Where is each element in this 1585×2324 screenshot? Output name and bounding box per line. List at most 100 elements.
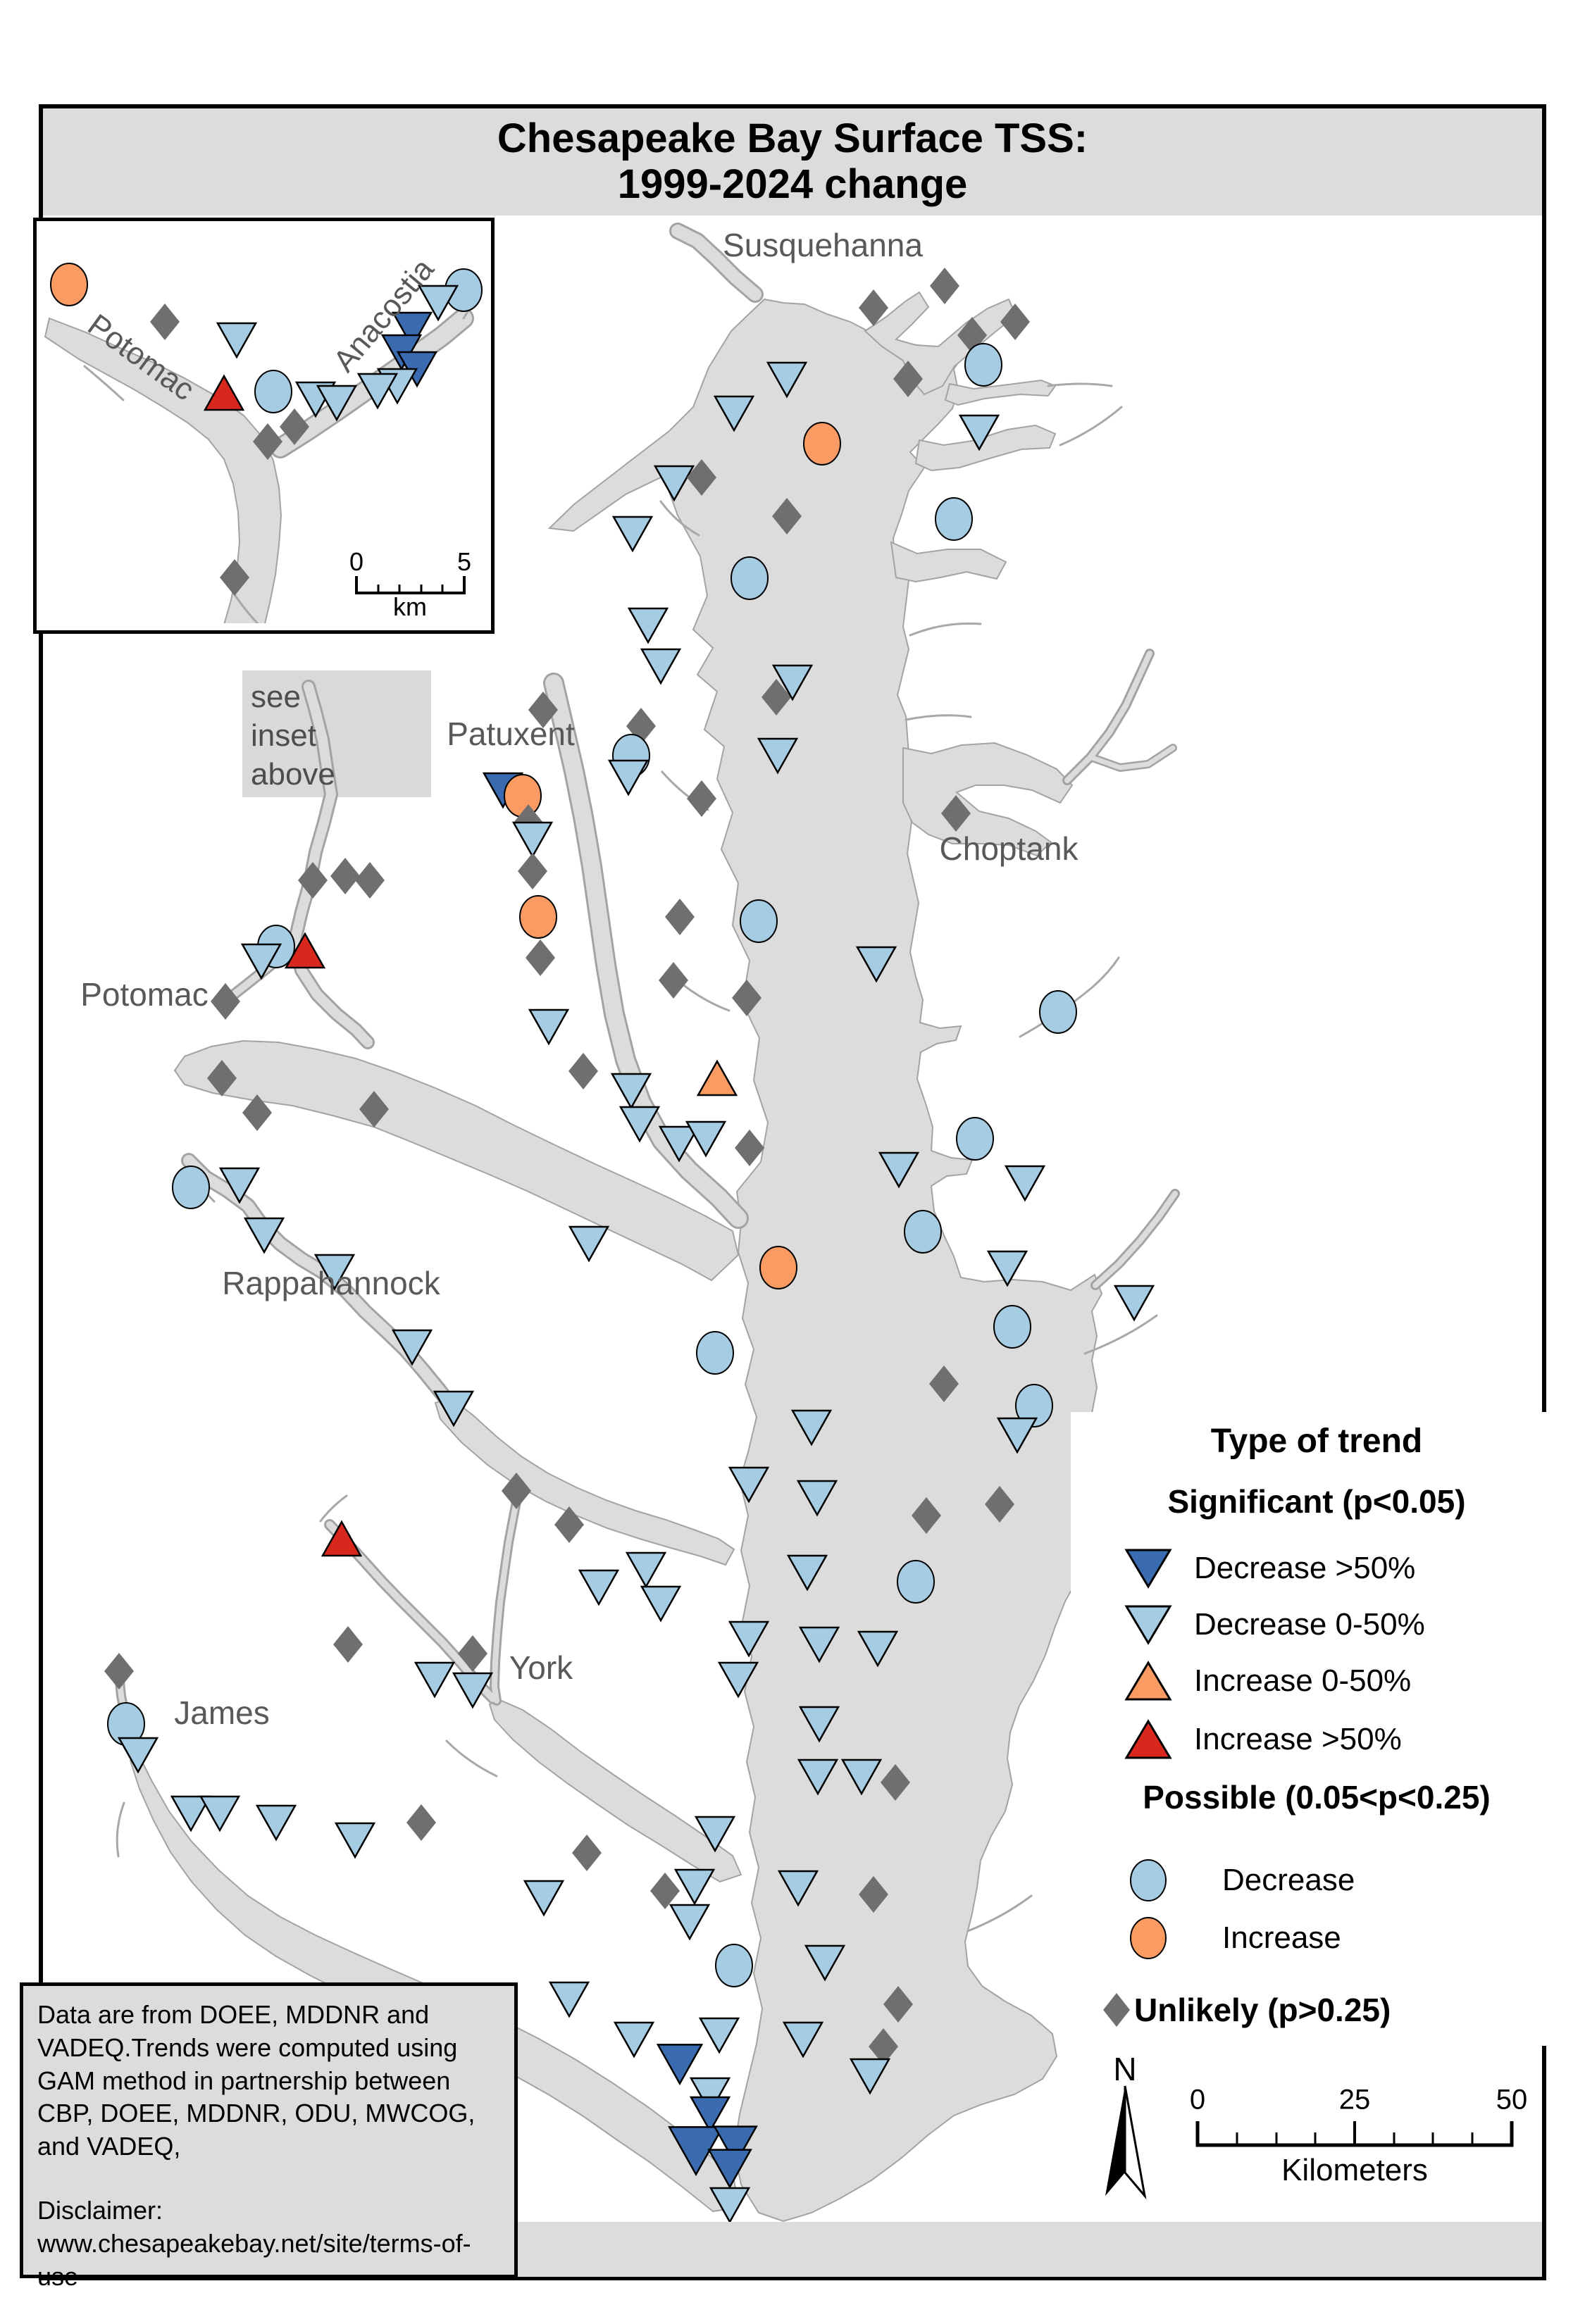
- marker-u: [762, 679, 791, 716]
- map-label-patuxent: Patuxent: [447, 716, 575, 752]
- marker-pd: [935, 497, 973, 541]
- marker-u: [941, 795, 971, 832]
- marker-d0: [669, 1904, 711, 1941]
- marker-u: [869, 2028, 898, 2065]
- inset-potomac: [44, 317, 282, 623]
- marker-d0: [786, 1554, 828, 1592]
- marker-d0: [757, 737, 799, 775]
- marker-pd: [1039, 990, 1077, 1034]
- marker-u: [929, 1366, 959, 1402]
- marker-u: [458, 1635, 487, 1672]
- marker-d0: [996, 1417, 1038, 1454]
- marker-u: [253, 423, 282, 460]
- marker-d0: [243, 1217, 285, 1254]
- scalebar: [1195, 2121, 1514, 2147]
- map-label-york: York: [509, 1649, 573, 1686]
- marker-u: [572, 1835, 602, 1871]
- bay-mainstem: [547, 298, 1103, 2223]
- scalebar-zero: 0: [1189, 2084, 1206, 2116]
- marker-d0: [840, 1758, 883, 1796]
- marker-d0: [796, 1480, 838, 1517]
- marker-d0: [216, 322, 258, 359]
- marker-d0: [698, 2017, 740, 2054]
- legend-triangle-down-icon: [1124, 1605, 1172, 1645]
- marker-d0: [313, 1254, 356, 1291]
- marker-d0: [511, 821, 554, 858]
- marker-u: [554, 1506, 584, 1543]
- marker-u: [1000, 304, 1030, 340]
- marker-pd: [715, 1944, 753, 1987]
- map-label-james: James: [174, 1694, 270, 1731]
- marker-pd: [696, 1331, 734, 1375]
- marker-d0: [170, 1795, 212, 1832]
- legend-item: Increase 0-50%: [1071, 1653, 1562, 1709]
- marker-u: [104, 1653, 134, 1689]
- marker-u: [883, 1986, 913, 2023]
- marker-d0: [417, 285, 459, 322]
- legend-item-label: Decrease 0-50%: [1194, 1607, 1425, 1642]
- marker-d0: [117, 1737, 159, 1774]
- marker-d0: [986, 1250, 1028, 1287]
- marker-u: [207, 1060, 237, 1097]
- marker-d0: [218, 1167, 261, 1204]
- marker-d0: [640, 1585, 682, 1623]
- chester-river: [914, 424, 1057, 472]
- legend-item-label: Increase 0-50%: [1194, 1663, 1412, 1698]
- marker-u: [298, 862, 328, 899]
- legend-item: Decrease: [1071, 1852, 1562, 1908]
- rappahannock-estuary: [434, 1397, 735, 1566]
- marker-d0: [771, 664, 814, 701]
- see-inset-patch: [242, 670, 431, 797]
- marker-d0: [713, 395, 755, 432]
- inset-trend-markers: [50, 263, 483, 596]
- map-label-potomac: Potomac: [80, 976, 209, 1013]
- map-label-susquehanna: Susquehanna: [723, 227, 923, 263]
- marker-d0: [855, 946, 897, 983]
- legend-item-label: Decrease >50%: [1194, 1551, 1416, 1585]
- marker-u: [220, 559, 249, 596]
- inset-scalebar: [355, 576, 466, 594]
- main-water: [129, 291, 1103, 2223]
- marker-u: [211, 983, 240, 1020]
- legend-item: Decrease >50%: [1071, 1540, 1562, 1597]
- disclaimer-text: Data are from DOEE, MDDNR and VADEQ.Tren…: [37, 2000, 476, 2161]
- marker-d0: [640, 648, 682, 685]
- legend-triangle-down-icon: [1124, 1549, 1172, 1589]
- marker-d0: [391, 1329, 433, 1366]
- marker-d0: [798, 1706, 840, 1743]
- marker-pd: [956, 1117, 994, 1161]
- disclaimer-link: Disclaimer: www.chesapeakebay.net/site/t…: [37, 2195, 471, 2291]
- marker-i50: [284, 932, 326, 969]
- elk-river: [864, 291, 1017, 396]
- see-inset-line3: above: [251, 757, 335, 792]
- inset-scale-five: 5: [456, 547, 472, 576]
- james-estuary: [129, 1751, 740, 2213]
- marker-u: [687, 780, 716, 817]
- marker-pd: [254, 370, 292, 413]
- scalebar-mid: 25: [1338, 2084, 1371, 2116]
- marker-i0: [696, 1059, 738, 1097]
- marker-u: [665, 899, 695, 935]
- north-label: N: [1113, 2051, 1137, 2087]
- marker-d50: [713, 2125, 758, 2166]
- legend-triangle-up-icon: [1124, 1719, 1172, 1759]
- marker-d0: [1113, 1285, 1155, 1322]
- marker-d0: [414, 1661, 456, 1699]
- marker-u: [859, 289, 888, 326]
- marker-d0: [528, 1008, 570, 1046]
- legend-item: Decrease 0-50%: [1071, 1597, 1562, 1653]
- marker-u: [280, 408, 309, 445]
- marker-d50: [391, 311, 433, 349]
- legend-circle-icon: [1130, 1859, 1167, 1901]
- marker-u: [659, 962, 688, 999]
- marker-d0: [578, 1569, 620, 1606]
- marker-d0: [797, 1758, 839, 1796]
- marker-u: [526, 939, 555, 976]
- marker-d0: [607, 759, 649, 796]
- see-inset-note: see inset above: [251, 677, 335, 794]
- marker-d0: [728, 1620, 770, 1658]
- york-estuary: [488, 1697, 742, 1883]
- marker-d0: [548, 1981, 590, 2018]
- see-inset-line1: see: [251, 680, 301, 714]
- map-label-choptank: Choptank: [939, 830, 1079, 867]
